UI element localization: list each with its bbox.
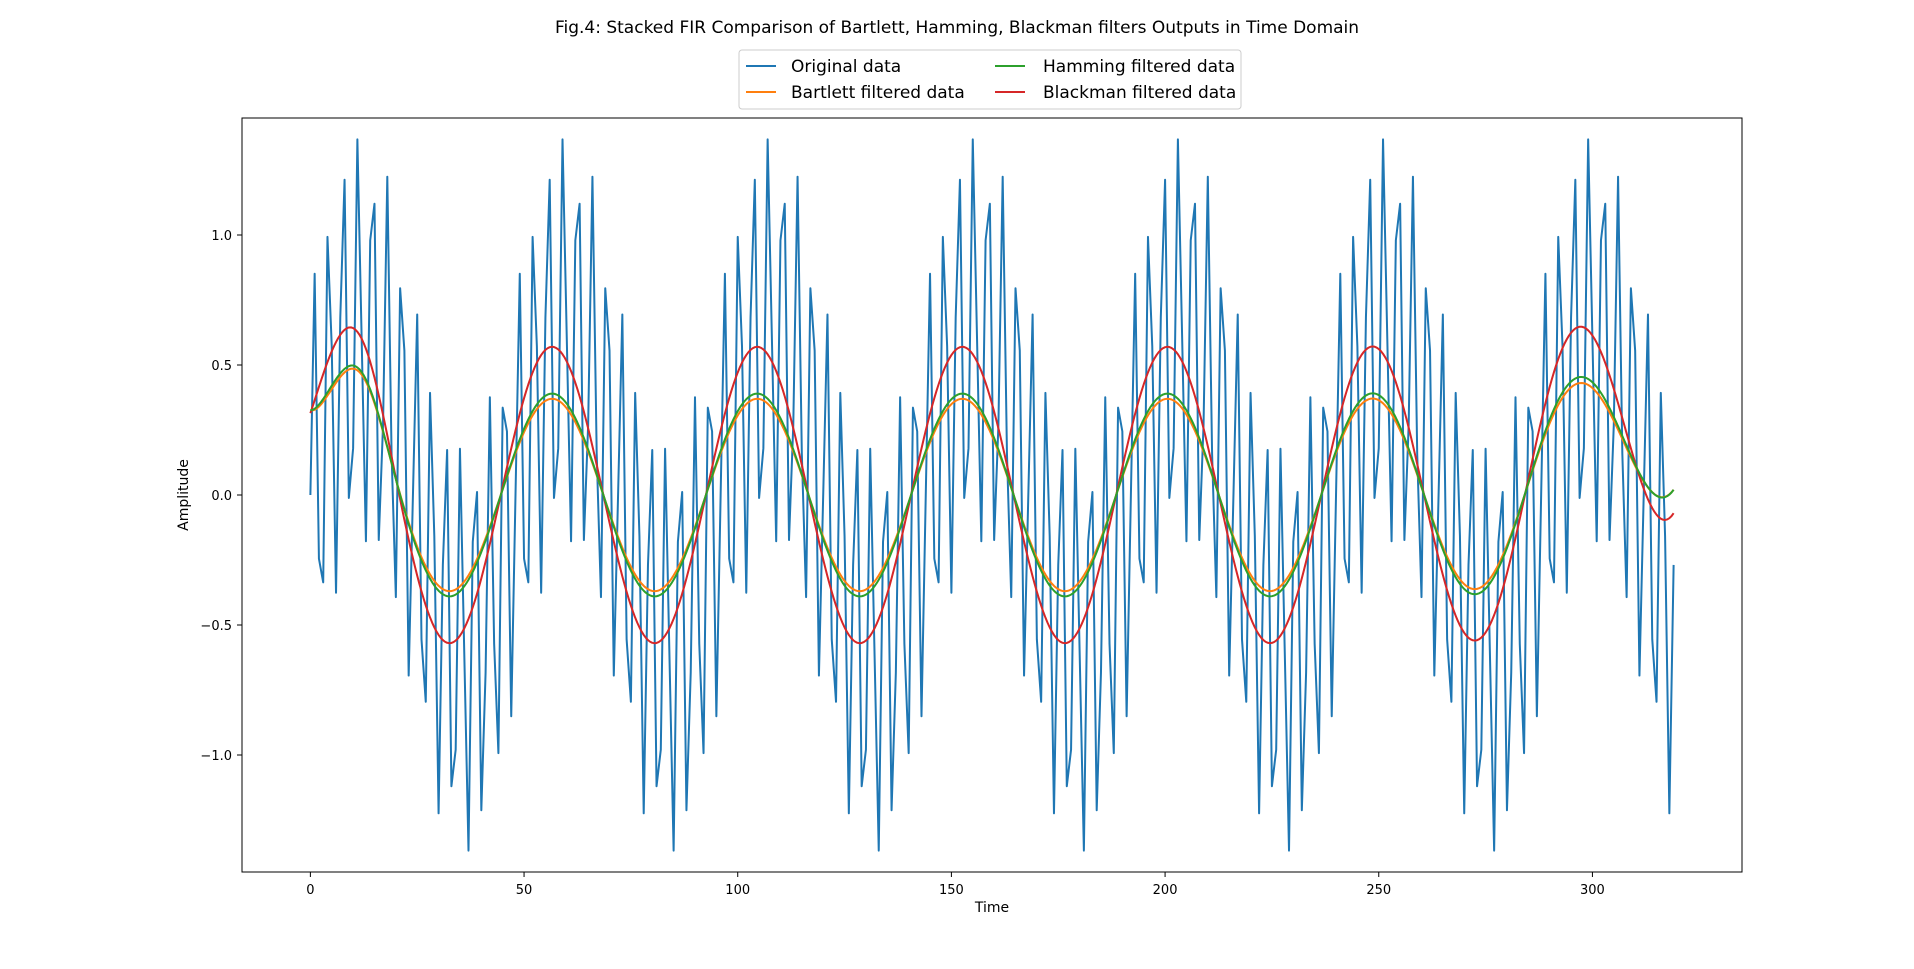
x-tick-label: 50 xyxy=(516,883,533,898)
legend-label-original: Original data xyxy=(791,57,901,77)
plot-lines xyxy=(309,138,1675,852)
y-axis-label: Amplitude xyxy=(176,459,192,531)
legend-label-blackman: Blackman filtered data xyxy=(1043,83,1236,103)
series-original-data-line xyxy=(309,138,1675,852)
chart-title: Fig.4: Stacked FIR Comparison of Bartlet… xyxy=(555,18,1359,38)
y-tick-label: 1.0 xyxy=(211,229,232,244)
series-blackman-filtered-line xyxy=(309,325,1675,645)
legend-frame xyxy=(738,49,1242,110)
x-axis-label: Time xyxy=(974,900,1009,916)
series-bartlett-filtered-line xyxy=(310,367,1675,593)
y-tick-label: −0.5 xyxy=(200,619,232,634)
x-tick-label: 100 xyxy=(725,883,750,898)
series-hamming-filtered-line xyxy=(310,364,1675,598)
x-tick-label: 250 xyxy=(1366,883,1391,898)
x-tick-label: 150 xyxy=(939,883,964,898)
x-axis: 0 50 100 150 200 250 300 xyxy=(306,872,1605,898)
legend-label-bartlett: Bartlett filtered data xyxy=(791,83,965,103)
legend: Original data Bartlett filtered data Ham… xyxy=(738,49,1242,110)
y-tick-label: −1.0 xyxy=(200,749,232,764)
x-tick-label: 0 xyxy=(306,883,314,898)
y-tick-label: 0.5 xyxy=(211,359,232,374)
y-axis: −1.0 −0.5 0.0 0.5 1.0 xyxy=(200,229,242,764)
legend-label-hamming: Hamming filtered data xyxy=(1043,57,1235,77)
y-tick-label: 0.0 xyxy=(211,489,232,504)
x-tick-label: 200 xyxy=(1153,883,1178,898)
x-tick-label: 300 xyxy=(1580,883,1605,898)
